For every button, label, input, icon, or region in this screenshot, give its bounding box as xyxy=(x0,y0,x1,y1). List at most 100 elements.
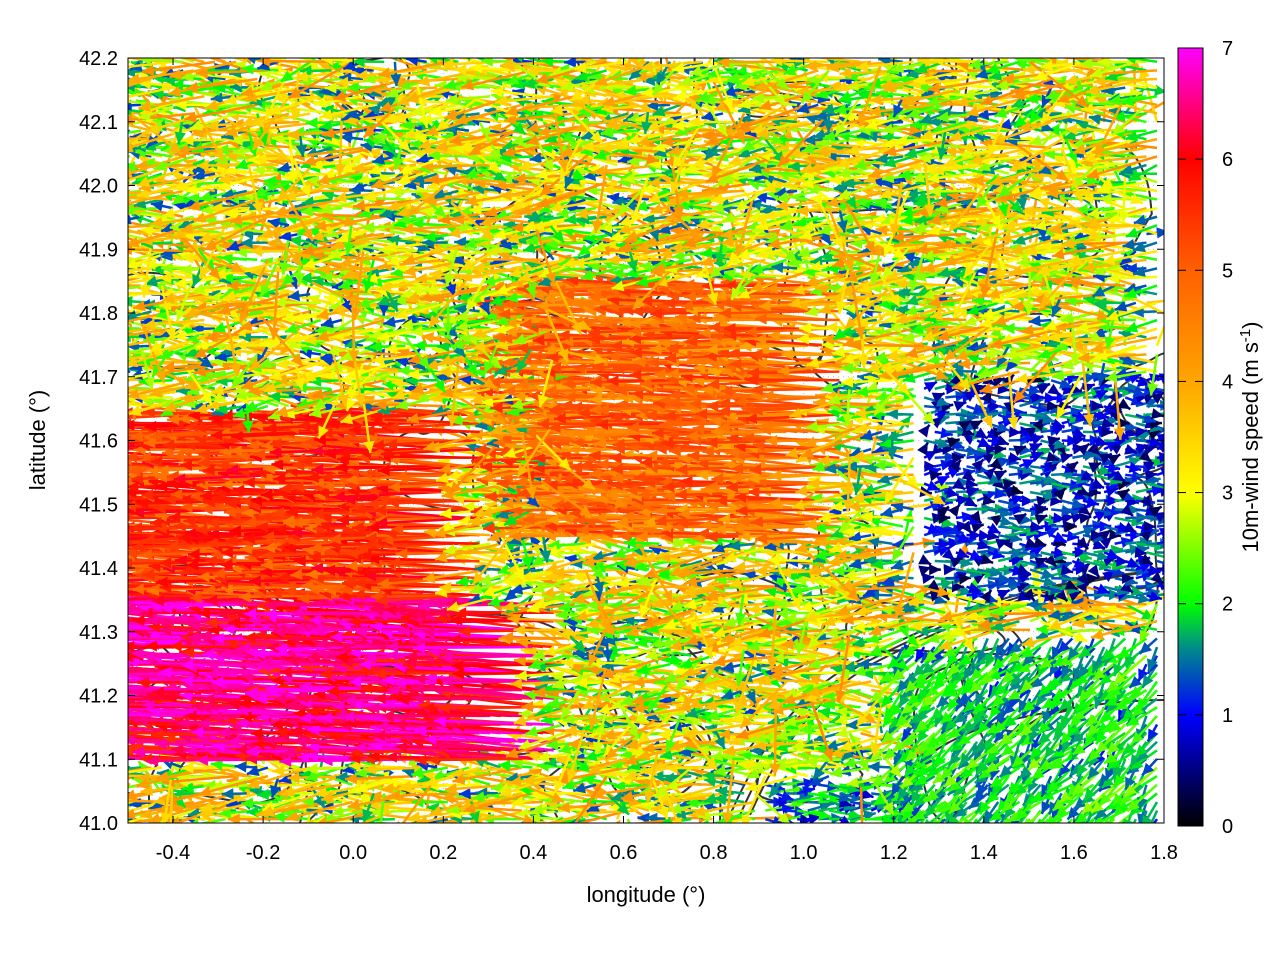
wind-vector-head xyxy=(1136,824,1147,837)
wind-vector xyxy=(28,728,130,739)
wind-vector-shaft xyxy=(26,721,130,725)
wind-vector-head xyxy=(64,697,76,708)
wind-vector-head xyxy=(75,727,87,738)
wind-vector-head xyxy=(1057,823,1070,834)
wind-vector-shaft xyxy=(412,698,522,699)
wind-vector-head xyxy=(64,710,76,721)
wind-vector xyxy=(26,730,130,742)
wind-vector-head xyxy=(565,826,576,839)
wind-vector-head xyxy=(64,709,76,720)
wind-vector-head xyxy=(26,730,38,741)
wind-vector-head xyxy=(955,835,968,847)
wind-vector-head xyxy=(63,707,75,718)
wind-vector-head xyxy=(1104,823,1117,835)
wind-vector-head xyxy=(63,710,75,721)
wind-vector-head xyxy=(27,706,39,717)
wind-vector-head xyxy=(225,854,236,867)
wind-vector-head xyxy=(101,770,113,781)
wind-vector-head xyxy=(114,795,126,806)
wind-vector-head xyxy=(38,701,50,712)
wind-vector-head xyxy=(72,727,84,738)
wind-vector-head xyxy=(267,823,280,834)
wind-vector-shaft xyxy=(108,791,130,793)
wind-vector-head xyxy=(107,717,119,728)
wind-vector-shaft xyxy=(78,802,130,813)
wind-vector-head xyxy=(21,675,33,686)
wind-vector-head xyxy=(116,694,128,705)
wind-vector-head xyxy=(56,707,68,718)
wind-vector-head xyxy=(47,669,59,680)
wind-vector-head xyxy=(74,731,86,742)
wind-vector xyxy=(24,714,140,725)
wind-vector-shaft xyxy=(24,719,140,724)
wind-vector-head xyxy=(894,825,907,837)
wind-vector-shaft xyxy=(22,680,130,682)
wind-vector-head xyxy=(52,739,64,750)
wind-vector-head xyxy=(59,736,71,747)
wind-vector-head xyxy=(28,743,40,754)
wind-vector-head xyxy=(65,703,77,714)
wind-vector-head xyxy=(42,686,54,697)
wind-vector xyxy=(26,715,130,726)
wind-vector-head xyxy=(120,798,133,809)
wind-vector-shaft xyxy=(32,725,141,733)
wind-vector-head xyxy=(68,780,80,791)
wind-vector-head xyxy=(1010,823,1022,836)
wind-vector-head xyxy=(35,681,47,692)
wind-vector-head xyxy=(58,703,70,714)
wind-vector-shaft xyxy=(295,742,405,743)
wind-vector-head xyxy=(36,752,48,763)
wind-vector-head xyxy=(950,827,961,840)
wind-vector-head xyxy=(978,831,991,843)
wind-vector-head xyxy=(692,822,705,833)
wind-vector-head xyxy=(57,686,69,697)
wind-vector-head xyxy=(73,738,85,749)
wind-vector-head xyxy=(102,667,114,678)
wind-vector xyxy=(36,738,141,749)
wind-vector-head xyxy=(18,755,30,766)
wind-vector xyxy=(32,720,141,733)
wind-vector-head xyxy=(21,691,33,702)
wind-vector-head xyxy=(67,677,79,688)
wind-vector-head xyxy=(1021,824,1033,837)
wind-vector-head xyxy=(1113,828,1126,839)
wind-vector-head xyxy=(46,687,58,698)
wind-vector-head xyxy=(31,681,43,692)
wind-vector-head xyxy=(296,847,309,858)
wind-vector-head xyxy=(82,771,94,782)
wind-vector-head xyxy=(1042,822,1053,835)
wind-vector-head xyxy=(42,705,54,716)
wind-vector-head xyxy=(77,675,89,686)
wind-vector-head xyxy=(79,726,91,737)
wind-vector xyxy=(27,671,141,682)
wind-vector-shaft xyxy=(438,707,532,708)
wind-vector-head xyxy=(94,667,106,678)
wind-vector-head xyxy=(27,671,39,682)
wind-vector-head xyxy=(69,791,82,802)
wind-vector-head xyxy=(165,824,176,836)
wind-vector-head xyxy=(65,750,77,761)
wind-vector-head xyxy=(46,674,58,685)
wind-vector-head xyxy=(957,830,968,843)
wind-vector-head xyxy=(883,826,894,839)
wind-vector-head xyxy=(857,839,868,851)
wind-vector-head xyxy=(48,738,60,749)
wind-vector-shaft xyxy=(42,707,141,716)
wind-vector-shaft xyxy=(441,680,554,682)
wind-vector-head xyxy=(114,791,127,802)
wind-vector-head xyxy=(1028,825,1040,838)
wind-vector xyxy=(108,787,130,798)
wind-vector-head xyxy=(927,823,940,835)
wind-vector-head xyxy=(36,738,48,749)
wind-vector-head xyxy=(56,726,68,737)
wind-vector-head xyxy=(84,800,97,811)
wind-vector-head xyxy=(575,825,588,836)
wind-vector-head xyxy=(1002,833,1014,845)
wind-vector-head xyxy=(39,715,51,726)
wind-vector-head xyxy=(1045,834,1057,846)
wind-vector-head xyxy=(1122,833,1132,846)
wind-vector-head xyxy=(65,667,77,678)
wind-vector-head xyxy=(113,801,126,812)
wind-vector-head xyxy=(99,706,111,717)
